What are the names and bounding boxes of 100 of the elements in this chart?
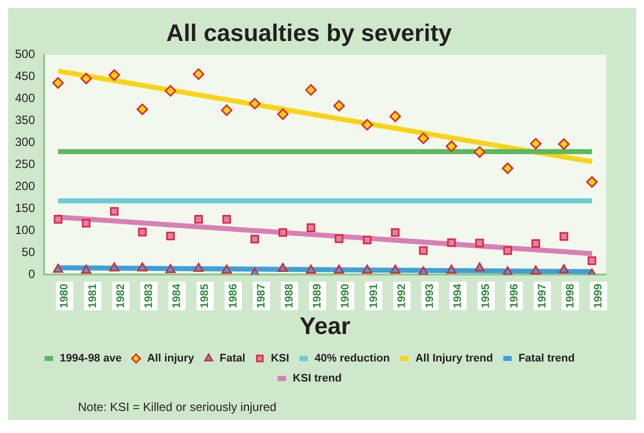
point [502, 162, 514, 174]
point [136, 104, 148, 116]
y-tick-label: 100 [14, 223, 36, 238]
chart-title: All casualties by severity [166, 20, 452, 48]
y-tick-label: 0 [28, 267, 36, 282]
point [81, 264, 92, 274]
point [278, 262, 288, 272]
y-tick-label: 400 [14, 91, 36, 106]
point [108, 69, 120, 81]
point [588, 256, 596, 265]
point [138, 228, 147, 236]
x-tick-label: 1996 [508, 284, 520, 308]
x-tick-label: 1984 [171, 282, 184, 308]
point [362, 264, 372, 274]
legend-label: Fatal [220, 352, 246, 365]
x-tick-label: 1993 [424, 284, 436, 308]
y-tick-label: 450 [14, 69, 36, 84]
x-tick-label: 1999 [592, 284, 605, 308]
legend-label: 1994-98 ave [60, 352, 122, 365]
point [220, 104, 232, 116]
x-tick-label: 1990 [340, 284, 352, 308]
point [390, 264, 400, 274]
point [193, 262, 204, 272]
point [54, 215, 62, 224]
point [530, 265, 541, 274]
point [277, 108, 289, 120]
point [166, 232, 175, 240]
legend-label: All injury [147, 352, 196, 365]
point [531, 239, 540, 248]
x-tick-label: 1992 [396, 284, 408, 308]
point [474, 262, 485, 272]
legend-label: All Injury trend [415, 352, 493, 365]
point [52, 77, 64, 89]
x-tick-label: 1989 [312, 284, 324, 308]
y-tick-label: 250 [14, 157, 36, 172]
point [503, 246, 512, 255]
y-tick-label: 50 [22, 245, 36, 260]
x-axis-title: Year [300, 313, 350, 340]
legend-label: KSI [270, 352, 290, 365]
legend-label: 40% reduction [314, 352, 390, 365]
x-tick-label: 1997 [536, 284, 548, 308]
point [390, 110, 402, 122]
point [52, 264, 64, 273]
point [306, 223, 316, 232]
point [418, 266, 428, 275]
point [334, 234, 344, 243]
y-tick-label: 350 [14, 113, 36, 128]
point [222, 215, 231, 224]
point [530, 138, 542, 150]
x-tick-label: 1985 [199, 284, 212, 308]
point [222, 264, 232, 274]
x-tick-label: 1991 [368, 284, 380, 308]
x-tick-label: 1980 [58, 284, 71, 308]
point [306, 264, 316, 274]
legend-label: KSI trend [292, 372, 342, 385]
point [305, 84, 317, 96]
x-tick-label: 1981 [86, 284, 99, 308]
point [333, 100, 345, 112]
x-tick-label: 1983 [143, 284, 155, 308]
point [560, 232, 568, 241]
point [334, 264, 344, 274]
x-tick-label: 1998 [564, 284, 576, 308]
point [194, 215, 203, 224]
point [80, 72, 92, 84]
y-tick-label: 150 [14, 201, 36, 216]
point [586, 176, 598, 188]
point [362, 236, 372, 244]
point [361, 118, 373, 130]
text: Note: KSI = Killed or seriously injured [77, 399, 278, 416]
point [250, 234, 260, 244]
point [418, 132, 430, 144]
point [475, 238, 484, 248]
x-tick-label: 1988 [283, 284, 296, 308]
point [165, 264, 176, 274]
x-tick-label: 1986 [227, 284, 240, 308]
y-tick-label: 500 [14, 47, 36, 62]
point [447, 238, 456, 247]
point [474, 146, 486, 158]
point [109, 262, 120, 272]
point [558, 264, 569, 274]
x-tick-label: 1982 [114, 284, 127, 308]
point [110, 207, 119, 216]
point [82, 218, 90, 228]
point [419, 246, 428, 255]
point [192, 68, 204, 80]
x-tick-label: 1987 [255, 284, 268, 308]
x-tick-label: 1995 [480, 284, 492, 308]
point [446, 140, 458, 152]
point [278, 228, 288, 237]
legend-label: Fatal trend [518, 352, 575, 365]
y-tick-label: 200 [14, 179, 36, 194]
point [446, 264, 457, 274]
point [137, 262, 148, 272]
point [390, 228, 400, 237]
point [502, 266, 513, 275]
x-tick-label: 1994 [452, 282, 464, 308]
point [558, 138, 570, 150]
y-tick-label: 300 [14, 135, 36, 150]
point [164, 85, 176, 97]
point [249, 98, 261, 110]
